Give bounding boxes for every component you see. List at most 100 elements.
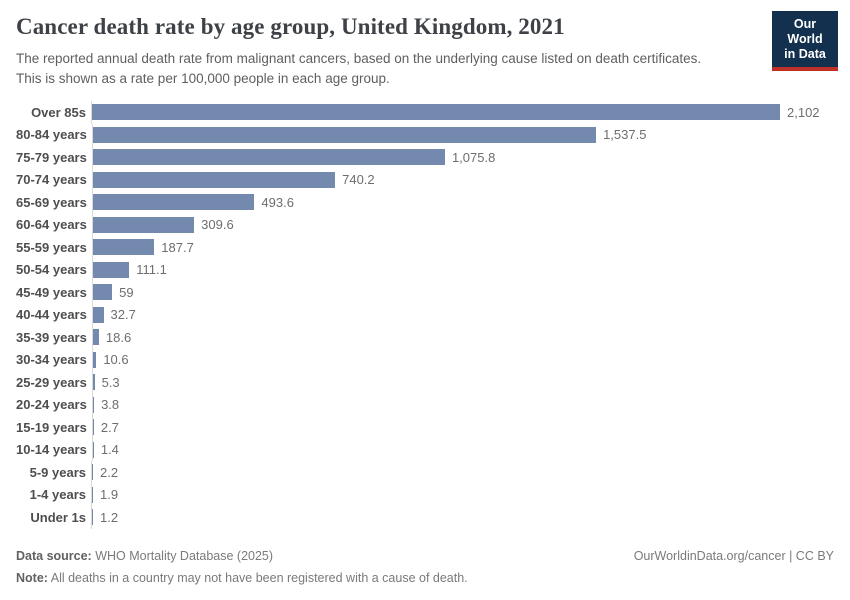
row-label: 30-34 years — [16, 352, 87, 368]
bar[interactable] — [92, 306, 104, 323]
bar-track: 1.9 — [91, 483, 834, 507]
row-label: 65-69 years — [16, 194, 87, 210]
bar-track: 2.7 — [91, 416, 834, 439]
bar[interactable] — [92, 441, 94, 458]
bar-value: 18.6 — [105, 329, 132, 345]
page-title: Cancer death rate by age group, United K… — [16, 14, 565, 39]
bar-track: 187.7 — [91, 236, 834, 259]
page-subtitle: The reported annual death rate from mali… — [16, 51, 702, 86]
bar-value: 3.8 — [101, 397, 120, 413]
bar-value: 10.6 — [103, 352, 129, 368]
bar-value: 740.2 — [342, 172, 375, 188]
bar-value: 59 — [119, 284, 134, 300]
chart-row: 20-24 years 3.8 — [16, 393, 834, 417]
bar-track: 1.4 — [91, 438, 834, 462]
chart-row: 55-59 years 187.7 — [16, 236, 834, 259]
row-label: 60-64 years — [16, 217, 87, 233]
row-label: Over 85s — [31, 104, 86, 120]
bar[interactable] — [92, 194, 255, 211]
footer-link[interactable]: OurWorldinData.org/cancer | CC BY — [633, 548, 834, 563]
chart-row: 10-14 years 1.4 — [16, 438, 834, 462]
row-label: 55-59 years — [16, 239, 87, 255]
bar[interactable] — [92, 261, 130, 278]
chart-row: 50-54 years 111.1 — [16, 258, 834, 282]
bar[interactable] — [92, 486, 93, 503]
footer: Data source: WHO Mortality Database (202… — [16, 546, 834, 590]
bar-value: 1,075.8 — [451, 149, 496, 165]
bar-track: 3.8 — [91, 393, 834, 417]
row-label: 45-49 years — [16, 284, 87, 300]
data-source-label: Data source: — [16, 548, 92, 563]
owid-logo-line2: in Data — [784, 47, 826, 61]
bar[interactable] — [92, 171, 336, 188]
bar-value: 187.7 — [161, 239, 194, 255]
row-label: 1-4 years — [29, 487, 86, 503]
chart-row: 40-44 years 32.7 — [16, 303, 834, 327]
bar-value: 2,102 — [787, 104, 820, 120]
bar-value: 309.6 — [201, 217, 234, 233]
note-line: Note: All deaths in a country may not ha… — [16, 568, 468, 590]
bar-value: 1.4 — [100, 442, 119, 458]
data-source-text: WHO Mortality Database (2025) — [91, 548, 274, 563]
bar-value: 2.2 — [100, 464, 119, 480]
note-label: Note: — [16, 570, 48, 585]
row-label: 50-54 years — [16, 262, 87, 278]
bar-track: 493.6 — [91, 191, 834, 214]
bar-track: 740.2 — [91, 168, 834, 192]
data-source-line: Data source: WHO Mortality Database (202… — [16, 546, 468, 568]
row-label: 20-24 years — [16, 397, 87, 413]
bar[interactable] — [92, 396, 95, 413]
row-label: 80-84 years — [16, 127, 87, 143]
chart-row: Under 1s 1.2 — [16, 506, 834, 529]
chart-row: 1-4 years 1.9 — [16, 483, 834, 507]
row-label: 15-19 years — [16, 419, 87, 435]
bar-track: 2.2 — [91, 461, 834, 484]
bar-value: 1.2 — [100, 509, 119, 525]
bar[interactable] — [92, 419, 94, 436]
chart-row: 30-34 years 10.6 — [16, 348, 834, 372]
bar-track: 5.3 — [91, 371, 834, 394]
header: Cancer death rate by age group, United K… — [16, 11, 838, 88]
row-label: 5-9 years — [29, 464, 86, 480]
bar[interactable] — [92, 464, 93, 481]
bar-value: 111.1 — [136, 262, 167, 278]
row-label: 70-74 years — [16, 172, 87, 188]
row-label: 25-29 years — [16, 374, 87, 390]
bar-value: 32.7 — [110, 307, 136, 323]
bar-track: 2,102 — [91, 101, 834, 124]
bar-track: 1.2 — [91, 506, 834, 529]
bar[interactable] — [92, 104, 780, 121]
bar-value: 2.7 — [100, 419, 119, 435]
note-text: All deaths in a country may not have bee… — [47, 570, 468, 585]
chart-row: 65-69 years 493.6 — [16, 191, 834, 214]
bar-track: 1,075.8 — [91, 146, 834, 169]
bar[interactable] — [92, 351, 97, 368]
bar-track: 309.6 — [91, 213, 834, 237]
bar-track: 18.6 — [91, 326, 834, 349]
bar-track: 59 — [91, 281, 834, 304]
chart-row: 35-39 years 18.6 — [16, 326, 834, 349]
bar-value: 1,537.5 — [603, 127, 647, 143]
bar[interactable] — [92, 126, 597, 143]
bar[interactable] — [92, 374, 95, 391]
row-label: 40-44 years — [16, 307, 87, 323]
bar[interactable] — [92, 329, 99, 346]
bar[interactable] — [92, 239, 155, 256]
bar-track: 1,537.5 — [91, 123, 834, 147]
chart-row: 80-84 years 1,537.5 — [16, 123, 834, 147]
chart-row: 45-49 years 59 — [16, 281, 834, 304]
bar-value: 1.9 — [100, 487, 119, 503]
row-label: 10-14 years — [16, 442, 87, 458]
bar[interactable] — [92, 149, 445, 166]
owid-logo[interactable]: Our World in Data — [772, 11, 838, 71]
bar[interactable] — [92, 509, 93, 526]
owid-logo-line1: Our World — [787, 17, 823, 46]
bar-chart: Over 85s 2,102 80-84 years 1,537.5 75-79… — [16, 101, 834, 529]
bar[interactable] — [92, 284, 113, 301]
chart-row: 15-19 years 2.7 — [16, 416, 834, 439]
bar-value: 5.3 — [101, 374, 120, 390]
footer-left: Data source: WHO Mortality Database (202… — [16, 546, 468, 590]
bar[interactable] — [92, 216, 195, 233]
chart-row: Over 85s 2,102 — [16, 101, 834, 124]
